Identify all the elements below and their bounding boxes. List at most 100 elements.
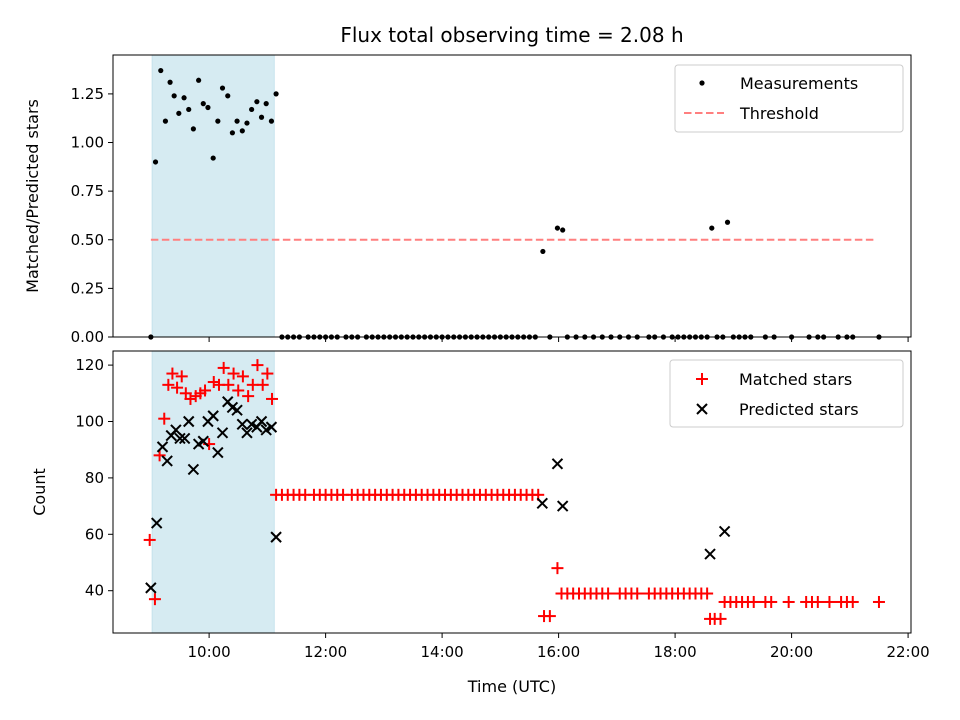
matched-star-point: [153, 449, 166, 462]
bottom-y-tick-label: 40: [85, 582, 104, 600]
predicted-star-mark-b: [231, 404, 243, 416]
predicted-star-mark-b: [207, 410, 219, 422]
matched-star-point: [158, 412, 171, 425]
measurement-point: [162, 118, 169, 124]
matched-star-point: [551, 562, 564, 575]
predicted-star-point: [231, 404, 243, 416]
matched-star-point: [199, 384, 212, 397]
measurement-point: [724, 219, 731, 225]
measurement-point: [239, 128, 245, 134]
x-tick-label: 14:00: [420, 643, 463, 661]
predicted-star-point: [704, 548, 716, 560]
bottom-y-axis-label: Count: [30, 468, 49, 516]
bottom-y-tick-label: 60: [85, 525, 104, 543]
matched-star-point: [261, 367, 274, 380]
x-tick-label: 22:00: [886, 643, 929, 661]
bottom-panel: 10:00 12:00 14:00 16:00 18:00 20:00 22:00 40 60 8…: [30, 350, 930, 696]
measurement-point: [158, 67, 164, 74]
matched-star-point: [166, 367, 179, 380]
matched-star-point: [222, 378, 235, 391]
predicted-star-mark-b: [156, 441, 169, 453]
predicted-star-point: [718, 525, 731, 538]
predicted-star-mark-b: [178, 432, 191, 445]
matched-star-point: [631, 587, 644, 600]
legend-predicted-marker: [696, 403, 708, 415]
predicted-star-point: [236, 418, 249, 431]
measurement-point: [171, 93, 177, 99]
predicted-star-mark-b: [183, 415, 195, 428]
predicted-star-point: [145, 582, 157, 594]
predicted-star-mark-b: [150, 517, 163, 529]
predicted-star-point: [170, 424, 182, 436]
matched-star-point: [872, 595, 885, 608]
measurement-point: [186, 106, 192, 113]
predicted-star-mark-b: [255, 415, 268, 428]
measurement-point: [258, 114, 265, 120]
legend-measurements-label: Measurements: [740, 74, 858, 93]
matched-star-point: [227, 367, 240, 380]
measurement-point: [554, 225, 561, 231]
bottom-legend-box: [669, 359, 904, 428]
predicted-star-point: [556, 500, 569, 512]
x-tick-label: 18:00: [653, 643, 696, 661]
top-panel: Flux total observing time = 2.08 h 0.000…: [23, 23, 912, 346]
predicted-star-point: [265, 421, 278, 433]
matched-star-point: [162, 378, 175, 391]
matched-star-point: [143, 533, 156, 546]
predicted-star-point: [174, 432, 186, 445]
matched-star-point: [242, 390, 255, 403]
chart-title: Flux total observing time = 2.08 h: [340, 23, 683, 47]
top-y-tick-label: 0.50: [71, 231, 104, 249]
top-shaded-span: [151, 54, 275, 338]
measurement-point: [181, 95, 187, 101]
predicted-star-mark-b: [236, 418, 249, 431]
predicted-star-mark-b: [265, 421, 278, 433]
legend-matched-label: Matched stars: [739, 370, 852, 389]
predicted-star-point: [255, 415, 268, 428]
matched-star-point: [266, 392, 279, 405]
predicted-star-mark-b: [270, 531, 282, 543]
predicted-star-mark-b: [241, 427, 253, 439]
matched-star-point: [543, 610, 556, 623]
measurement-point: [560, 227, 566, 233]
measurement-point: [234, 118, 240, 124]
predicted-star-mark-b: [245, 418, 258, 431]
predicted-star-point: [183, 415, 195, 428]
matched-star-point: [148, 593, 161, 606]
predicted-star-mark-b: [222, 396, 234, 408]
bottom-legend: Matched stars Predicted stars: [669, 359, 904, 428]
predicted-star-point: [187, 463, 200, 476]
measurement-point: [205, 104, 211, 111]
predicted-star-mark-b: [556, 500, 569, 512]
predicted-star-mark-b: [216, 427, 229, 439]
predicted-star-mark-b: [551, 458, 564, 470]
legend-threshold-label: Threshold: [739, 104, 819, 123]
top-y-tick-label: 0.25: [71, 279, 104, 297]
matched-star-point: [236, 370, 249, 383]
top-y-tick-label: 0.75: [71, 182, 104, 200]
bottom-axes-frame: [112, 350, 912, 634]
matched-star-point: [846, 595, 859, 608]
matched-star-point: [747, 595, 760, 608]
bottom-y-tick-label: 120: [75, 356, 104, 374]
top-y-tick-label: 1.25: [71, 85, 104, 103]
measurement-point: [215, 118, 221, 124]
matched-star-point: [184, 392, 197, 405]
predicted-star-point: [212, 446, 224, 459]
measurement-point: [249, 106, 255, 113]
predicted-star-point: [197, 435, 209, 447]
measurement-point: [190, 126, 196, 132]
predicted-star-point: [207, 410, 219, 422]
predicted-star-mark-b: [212, 446, 224, 459]
measurement-point: [219, 85, 226, 91]
measurement-point: [196, 77, 202, 83]
x-tick-label: 12:00: [304, 643, 347, 661]
matched-star-point: [602, 587, 615, 600]
matched-star-point: [217, 361, 230, 374]
measurement-point: [244, 120, 250, 126]
matched-star-point: [714, 612, 727, 625]
predicted-star-point: [161, 455, 173, 467]
predicted-star-mark-b: [187, 463, 200, 476]
predicted-star-point: [178, 432, 191, 445]
predicted-star-mark-b: [145, 582, 157, 594]
